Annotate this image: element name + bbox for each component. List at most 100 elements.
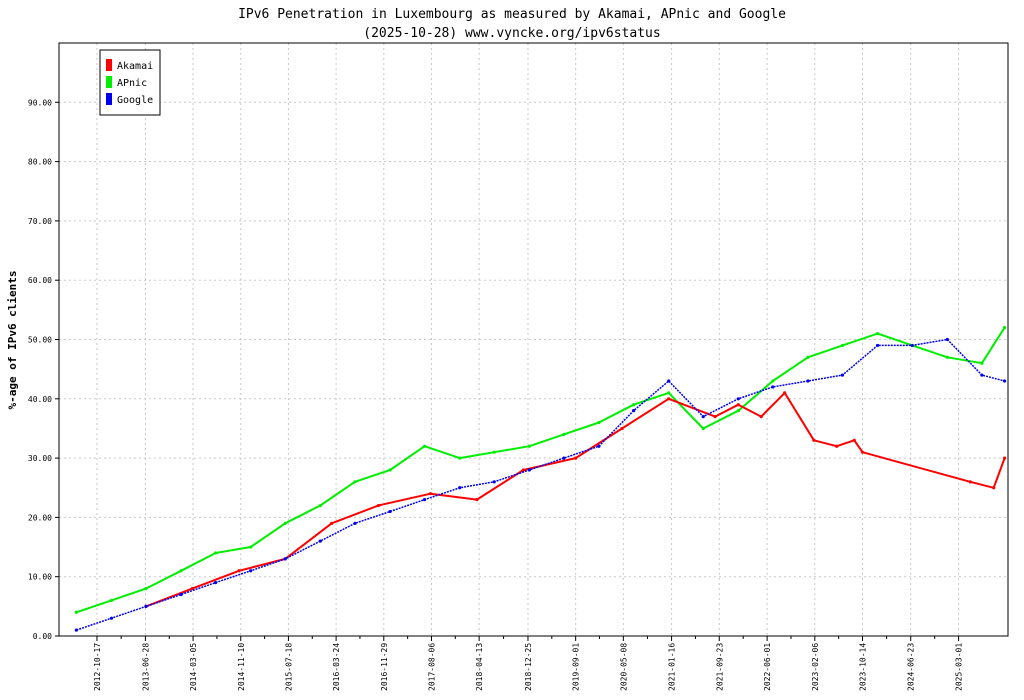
y-tick-label: 90.00 bbox=[28, 98, 52, 107]
data-point-google bbox=[597, 444, 601, 448]
data-point-akamai bbox=[620, 426, 624, 431]
y-tick-label: 10.00 bbox=[28, 573, 52, 582]
data-point-google bbox=[492, 480, 496, 484]
data-point-apnic bbox=[423, 444, 427, 448]
data-point-akamai bbox=[968, 480, 972, 484]
data-point-apnic bbox=[213, 551, 218, 555]
data-point-google bbox=[527, 468, 531, 472]
data-point-google bbox=[144, 604, 148, 608]
x-tick-label: 2017-08-06 bbox=[427, 643, 436, 691]
x-tick-label: 2015-07-18 bbox=[284, 643, 293, 691]
data-point-google bbox=[283, 557, 287, 561]
x-tick-label: 2013-06-28 bbox=[141, 643, 150, 691]
chart-subtitle: (2025-10-28) www.vyncke.org/ipv6status bbox=[363, 26, 660, 41]
y-ticks: 0.00 10.00 20.00 30.00 40.00 50.00 60.00 70.00 8… bbox=[28, 98, 59, 641]
x-tick-label: 2021-01-16 bbox=[668, 643, 677, 691]
data-point-apnic bbox=[771, 379, 775, 383]
data-point-google bbox=[945, 337, 949, 342]
data-point-akamai bbox=[992, 486, 996, 490]
series-line-apnic bbox=[76, 327, 1006, 614]
data-point-apnic bbox=[1002, 326, 1007, 330]
x-tick-label: 2016-11-29 bbox=[380, 643, 389, 691]
x-tick-label: 2016-03-24 bbox=[332, 643, 341, 691]
chart-title: IPv6 Penetration in Luxembourg as measur… bbox=[238, 7, 786, 22]
data-point-akamai bbox=[475, 498, 479, 502]
x-tick-label: 2024-06-23 bbox=[907, 643, 916, 691]
grid bbox=[59, 43, 1008, 636]
data-point-akamai bbox=[667, 397, 671, 401]
legend-label-akamai: Akamai bbox=[117, 61, 153, 72]
data-point-google bbox=[353, 521, 357, 525]
data-point-apnic bbox=[318, 503, 322, 508]
x-tick-label: 2014-03-05 bbox=[189, 643, 198, 691]
x-tick-label: 2025-03-01 bbox=[955, 643, 964, 691]
data-point-google bbox=[318, 539, 322, 543]
data-point-akamai bbox=[835, 444, 839, 448]
data-point-apnic bbox=[840, 343, 845, 348]
x-tick-label: 2019-09-01 bbox=[572, 643, 581, 691]
data-point-google bbox=[875, 343, 880, 348]
x-tick-label: 2023-10-14 bbox=[858, 643, 867, 691]
data-point-google bbox=[980, 373, 984, 377]
data-point-apnic bbox=[980, 361, 984, 365]
y-axis-label: %-age of IPv6 clients bbox=[6, 270, 19, 409]
y-tick-label: 40.00 bbox=[28, 395, 52, 404]
legend-label-apnic: APnic bbox=[117, 78, 147, 89]
data-point-apnic bbox=[597, 420, 601, 425]
data-point-apnic bbox=[562, 432, 566, 436]
data-point-google bbox=[667, 379, 671, 383]
data-point-apnic bbox=[249, 545, 253, 549]
y-tick-label: 80.00 bbox=[28, 158, 52, 167]
data-point-akamai bbox=[852, 438, 856, 442]
data-point-apnic bbox=[667, 391, 671, 395]
data-point-akamai bbox=[330, 521, 334, 525]
data-point-google bbox=[1002, 379, 1007, 383]
legend-swatch-google bbox=[106, 93, 112, 105]
data-point-google bbox=[701, 414, 705, 419]
data-point-apnic bbox=[736, 409, 740, 413]
data-point-akamai bbox=[713, 414, 717, 419]
x-tick-label: 2018-12-25 bbox=[524, 643, 533, 691]
y-tick-label: 50.00 bbox=[28, 336, 52, 345]
x-tick-label: 2023-02-06 bbox=[811, 643, 820, 691]
y-tick-label: 60.00 bbox=[28, 276, 52, 285]
data-point-google bbox=[806, 379, 810, 383]
data-point-google bbox=[423, 498, 427, 502]
data-point-google bbox=[458, 486, 462, 490]
data-point-google bbox=[388, 509, 392, 514]
series-line-google bbox=[76, 338, 1005, 631]
series-layer bbox=[74, 326, 1007, 632]
data-point-google bbox=[213, 581, 218, 585]
legend-swatch-akamai bbox=[106, 59, 112, 71]
data-point-apnic bbox=[527, 444, 531, 448]
data-point-apnic bbox=[492, 450, 496, 454]
data-point-google bbox=[736, 397, 740, 401]
data-point-apnic bbox=[388, 468, 392, 472]
x-tick-label: 2022-06-01 bbox=[763, 643, 772, 691]
data-point-google bbox=[249, 569, 253, 573]
x-tick-label: 2018-04-13 bbox=[475, 643, 484, 691]
data-point-akamai bbox=[860, 450, 865, 454]
y-tick-label: 70.00 bbox=[28, 217, 52, 226]
data-point-apnic bbox=[875, 331, 880, 336]
x-tick-label: 2020-05-08 bbox=[619, 643, 628, 691]
legend-label-google: Google bbox=[117, 95, 153, 106]
data-point-apnic bbox=[632, 403, 636, 407]
y-tick-label: 20.00 bbox=[28, 513, 52, 522]
x-tick-label: 2021-09-23 bbox=[715, 643, 724, 691]
data-point-akamai bbox=[237, 569, 241, 573]
data-point-akamai bbox=[428, 492, 433, 496]
data-point-apnic bbox=[109, 598, 114, 603]
data-point-google bbox=[109, 616, 114, 620]
y-tick-label: 0.00 bbox=[33, 632, 52, 641]
data-point-akamai bbox=[759, 414, 763, 419]
data-point-akamai bbox=[376, 503, 381, 508]
data-point-akamai bbox=[574, 456, 578, 460]
data-point-google bbox=[840, 373, 845, 377]
data-point-google bbox=[562, 456, 566, 460]
x-tick-label: 2014-11-10 bbox=[237, 643, 246, 691]
data-point-google bbox=[632, 409, 636, 413]
data-point-apnic bbox=[353, 480, 357, 484]
data-point-akamai bbox=[190, 586, 194, 591]
